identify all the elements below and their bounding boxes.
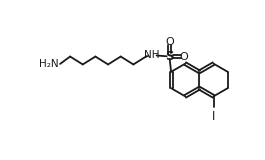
Text: I: I xyxy=(212,110,215,123)
Text: H₂N: H₂N xyxy=(39,60,59,69)
Text: NH: NH xyxy=(144,51,160,60)
Text: O: O xyxy=(165,37,174,47)
Text: O: O xyxy=(180,52,188,62)
Text: S: S xyxy=(166,50,174,63)
